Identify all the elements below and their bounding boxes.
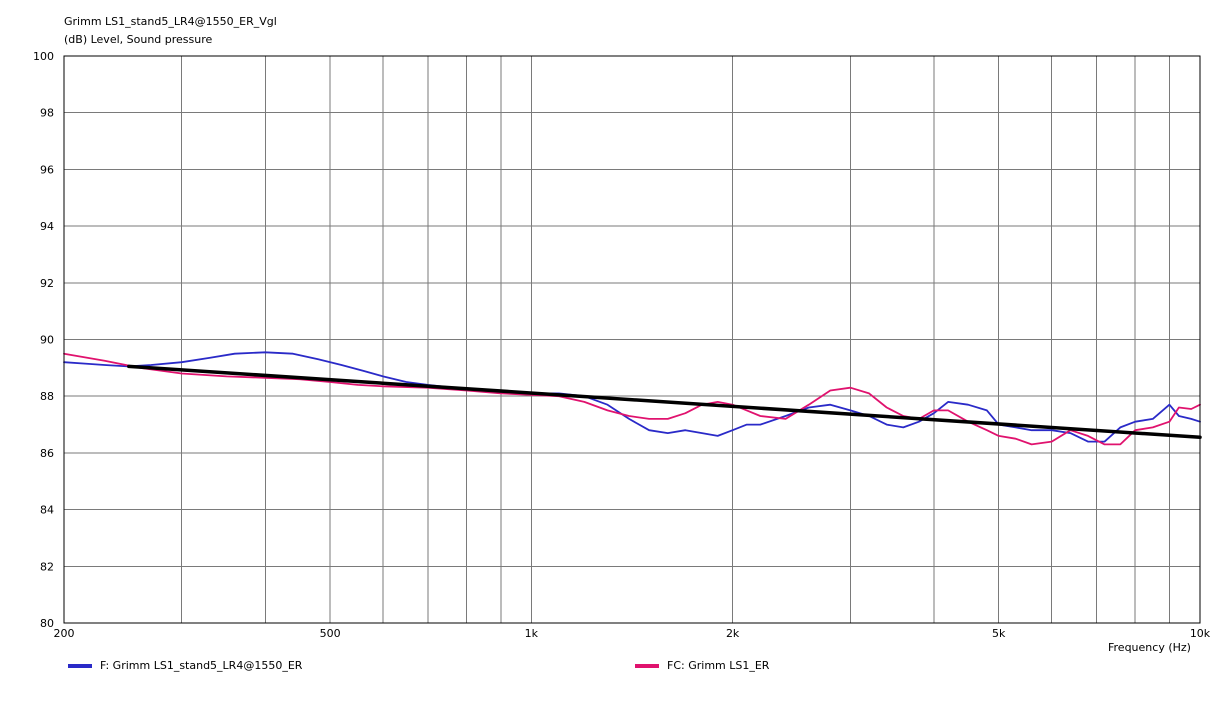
series-lines — [63, 351, 1202, 446]
legend-label: FC: Grimm LS1_ER — [667, 659, 770, 672]
y-axis-label: (dB) Level, Sound pressure — [64, 33, 213, 46]
x-tick-labels: 200 500 1k 2k 5k 10k — [54, 627, 1211, 640]
legend-label: F: Grimm LS1_stand5_LR4@1550_ER — [100, 659, 303, 672]
y-tick-label: 88 — [40, 390, 54, 403]
legend: F: Grimm LS1_stand5_LR4@1550_ER FC: Grimm… — [68, 659, 770, 672]
series-line-0 — [63, 351, 1201, 443]
series-line-1 — [63, 352, 1201, 446]
x-tick-label: 2k — [726, 627, 740, 640]
y-tick-label: 84 — [40, 504, 54, 517]
x-tick-label: 1k — [525, 627, 539, 640]
y-tick-label: 94 — [40, 220, 54, 233]
y-tick-label: 92 — [40, 277, 54, 290]
y-tick-label: 82 — [40, 560, 54, 573]
y-tick-label: 86 — [40, 447, 54, 460]
legend-swatch — [68, 664, 92, 668]
y-tick-label: 100 — [33, 50, 54, 63]
y-tick-labels: 80 82 84 86 88 90 92 94 96 98 100 — [33, 50, 54, 630]
y-tick-label: 80 — [40, 617, 54, 630]
plot-frame — [63, 55, 1201, 624]
y-tick-label: 98 — [40, 107, 54, 120]
series-line-2 — [127, 364, 1202, 440]
x-tick-label: 10k — [1190, 627, 1211, 640]
y-tick-label: 90 — [40, 334, 54, 347]
x-axis-label: Frequency (Hz) — [1108, 641, 1191, 654]
x-tick-label: 200 — [54, 627, 75, 640]
x-tick-label: 5k — [992, 627, 1006, 640]
legend-swatch — [635, 664, 659, 668]
grid — [63, 55, 1201, 624]
chart-title: Grimm LS1_stand5_LR4@1550_ER_Vgl — [64, 15, 277, 28]
x-tick-label: 500 — [320, 627, 341, 640]
y-tick-label: 96 — [40, 163, 54, 176]
